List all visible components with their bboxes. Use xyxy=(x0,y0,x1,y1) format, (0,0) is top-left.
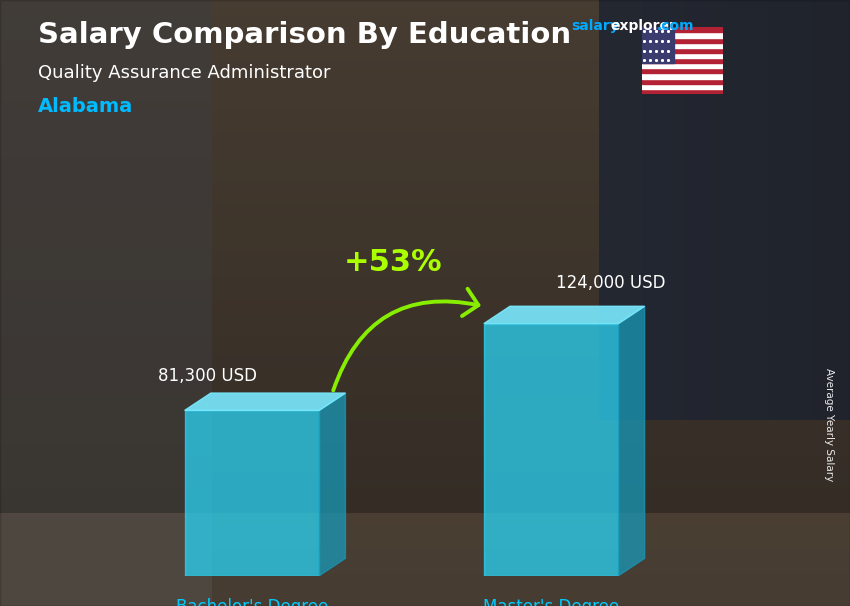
Bar xyxy=(642,32,722,38)
Bar xyxy=(642,84,722,89)
Text: .com: .com xyxy=(657,19,694,33)
Polygon shape xyxy=(184,393,345,410)
Bar xyxy=(642,53,722,58)
Text: 81,300 USD: 81,300 USD xyxy=(157,367,257,385)
Bar xyxy=(642,63,722,68)
Text: Alabama: Alabama xyxy=(38,97,133,116)
Polygon shape xyxy=(484,306,644,324)
Bar xyxy=(484,324,619,576)
Text: explorer: explorer xyxy=(610,19,676,33)
Bar xyxy=(642,73,722,79)
Polygon shape xyxy=(320,393,345,576)
Bar xyxy=(642,27,674,63)
Bar xyxy=(642,58,722,63)
Text: salary: salary xyxy=(571,19,619,33)
Text: Quality Assurance Administrator: Quality Assurance Administrator xyxy=(38,64,331,82)
FancyArrowPatch shape xyxy=(333,289,479,390)
Text: Average Yearly Salary: Average Yearly Salary xyxy=(824,368,834,481)
Text: Master's Degree: Master's Degree xyxy=(483,598,619,606)
Bar xyxy=(642,42,722,48)
Bar xyxy=(642,79,722,84)
Text: Bachelor's Degree: Bachelor's Degree xyxy=(176,598,328,606)
Text: +53%: +53% xyxy=(343,248,443,277)
Bar xyxy=(642,89,722,94)
Bar xyxy=(642,68,722,73)
Bar xyxy=(184,410,320,576)
Bar xyxy=(642,38,722,42)
Bar xyxy=(642,48,722,53)
Text: Salary Comparison By Education: Salary Comparison By Education xyxy=(38,21,571,49)
Bar xyxy=(642,27,722,32)
Polygon shape xyxy=(619,306,644,576)
Text: 124,000 USD: 124,000 USD xyxy=(556,274,666,292)
